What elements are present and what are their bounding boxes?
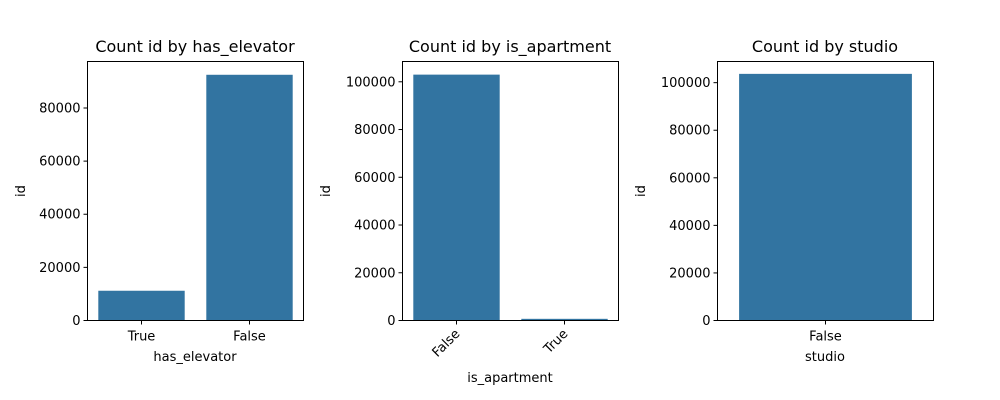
x-ticks: True False	[127, 320, 266, 345]
y-tick-label: 0	[387, 314, 395, 329]
y-tick-label: 0	[72, 314, 80, 329]
x-tick-label: True	[127, 330, 156, 345]
y-tick-label: 60000	[669, 171, 710, 186]
axes-frame	[87, 61, 304, 321]
y-tick-label: 60000	[354, 171, 395, 186]
chart-title: Count id by studio	[752, 37, 898, 56]
y-tick-label: 80000	[39, 101, 80, 116]
bar-true	[521, 318, 608, 321]
chart-title: Count id by has_elevator	[95, 37, 295, 57]
y-ticks: 0 20000 40000 60000 80000 100000	[346, 75, 403, 329]
x-axis-label: is_apartment	[467, 371, 553, 386]
y-ticks: 0 20000 40000 60000 80000 100000	[661, 76, 718, 329]
chart-title: Count id by is_apartment	[409, 37, 611, 57]
y-tick-label: 20000	[669, 266, 710, 281]
y-ticks: 0 20000 40000 60000 80000	[39, 101, 88, 329]
bar-true	[98, 290, 185, 321]
y-tick-label: 100000	[346, 75, 396, 90]
y-tick-label: 80000	[669, 124, 710, 139]
subplot-is-apartment: Count id by is_apartment 0 20000 40000 6000…	[319, 37, 619, 386]
x-axis-label: studio	[805, 350, 845, 365]
bar-false	[739, 73, 912, 321]
x-axis-label: has_elevator	[153, 350, 237, 365]
y-tick-label: 40000	[39, 208, 80, 223]
y-tick-label: 0	[702, 314, 710, 329]
y-axis-label: id	[319, 185, 334, 197]
y-axis-label: id	[14, 185, 29, 197]
y-tick-label: 20000	[39, 261, 80, 276]
bars	[739, 73, 912, 321]
bars	[98, 74, 293, 321]
y-tick-label: 80000	[354, 123, 395, 138]
x-ticks: False	[809, 320, 842, 345]
y-tick-label: 60000	[39, 155, 80, 170]
x-tick-label: False	[233, 330, 266, 345]
y-tick-label: 40000	[354, 219, 395, 234]
bar-false	[413, 74, 500, 321]
x-tick-label: False	[809, 330, 842, 345]
subplot-has-elevator: Count id by has_elevator 0 20000 40000 6000…	[14, 37, 304, 365]
bar-false	[206, 74, 293, 321]
y-tick-label: 20000	[354, 266, 395, 281]
y-tick-label: 100000	[661, 76, 711, 91]
bars	[413, 74, 608, 321]
subplot-studio: Count id by studio 0 20000 40000 60000 80000…	[634, 37, 934, 365]
axes-frame	[717, 61, 934, 321]
y-tick-label: 40000	[669, 219, 710, 234]
y-axis-label: id	[634, 185, 649, 197]
axes-frame	[402, 61, 619, 321]
